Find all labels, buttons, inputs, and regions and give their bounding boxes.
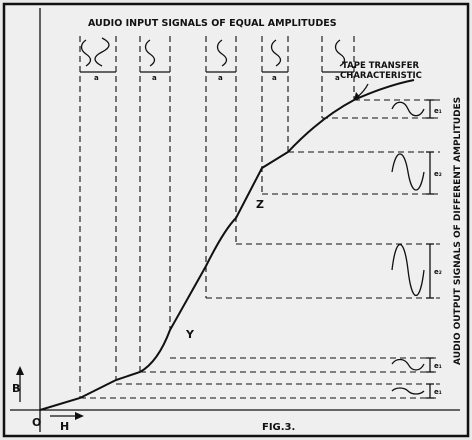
output-label-2: e₂ — [434, 170, 442, 178]
input-amplitude-label-1: a — [94, 74, 99, 82]
input-signal-1-wave — [80, 39, 92, 67]
input-signal-4-wave — [270, 39, 282, 67]
input-signal-1 — [94, 37, 110, 67]
output-signal-5 — [391, 387, 425, 395]
h-arrow-head — [75, 412, 84, 420]
output-signal-3 — [391, 244, 425, 296]
output-label-5: e₁ — [434, 388, 442, 396]
input-amplitude-label-2: a — [152, 74, 157, 82]
curve-label-line1: TAPE TRANSFER — [342, 61, 419, 71]
figure-caption: FIG.3. — [262, 422, 295, 433]
b-arrow-head — [16, 366, 24, 375]
input-amplitude-label-4: a — [272, 74, 277, 82]
side-title: AUDIO OUTPUT SIGNALS OF DIFFERENT AMPLIT… — [453, 97, 463, 365]
output-signal-2 — [391, 153, 425, 191]
input-signal-5-wave — [334, 39, 346, 67]
output-signal-1 — [391, 101, 425, 117]
output-label-3: e₂ — [434, 268, 442, 276]
curve-label-line2: CHARACTERISTIC — [340, 71, 422, 81]
output-amplitude-brackets — [426, 99, 434, 399]
curve-label-pointer-head — [354, 92, 360, 100]
input-projection-lines — [79, 36, 355, 398]
output-label-4: e₁ — [434, 362, 442, 370]
top-title: AUDIO INPUT SIGNALS OF EQUAL AMPLITUDES — [88, 18, 337, 29]
output-signal-4 — [391, 358, 425, 371]
axis-label-origin: O — [32, 416, 41, 429]
axis-label-b: B — [12, 382, 20, 395]
point-label-y: Y — [185, 328, 195, 341]
output-projection-lines — [80, 99, 440, 399]
point-label-z: Z — [256, 198, 264, 211]
input-signal-3-wave — [216, 39, 228, 67]
input-amplitude-label-5: a — [335, 74, 340, 82]
input-signals — [94, 37, 110, 67]
output-label-1: e₁ — [434, 107, 442, 115]
input-amplitude-label-3: a — [218, 74, 223, 82]
input-signal-2-wave — [144, 39, 156, 67]
axis-label-h: H — [60, 420, 69, 433]
